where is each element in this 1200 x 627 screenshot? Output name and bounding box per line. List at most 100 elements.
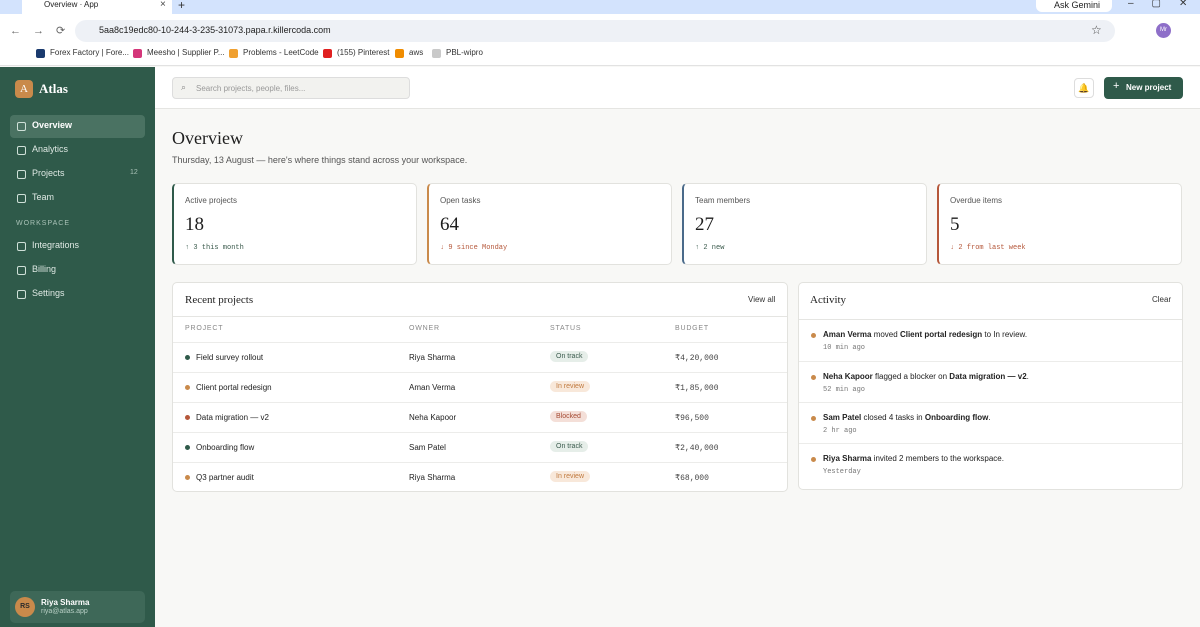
nav-item[interactable]: Analytics — [10, 139, 145, 162]
search-placeholder: Search projects, people, files... — [196, 84, 306, 93]
activity-phrase: . — [988, 413, 991, 422]
nav-label: Projects — [32, 168, 65, 178]
activity-emphasis: Data migration — v2 — [949, 372, 1027, 381]
user-name: Riya Sharma — [41, 598, 90, 607]
ask-gemini[interactable]: Ask Gemini — [1036, 0, 1112, 12]
nav-badge: 12 — [130, 169, 138, 176]
table-row[interactable]: Client portal redesign Aman Verma In revie… — [173, 372, 787, 402]
bookmark-label: Forex Factory | Fore... — [50, 48, 129, 57]
bookmark-label: (155) Pinterest — [337, 48, 390, 57]
new-project-label: New project — [1126, 83, 1172, 92]
status-badge: On track — [550, 441, 589, 452]
page-subtitle: Thursday, 13 August — here's where thing… — [172, 155, 468, 165]
tab-bar — [0, 0, 1200, 14]
activity-phrase: . — [1026, 372, 1029, 381]
tab-title: Overview · App — [44, 0, 99, 9]
activity-emphasis: Riya Sharma — [823, 454, 872, 463]
nav-item[interactable]: Team — [10, 187, 145, 210]
activity-text: Neha Kapoor flagged a blocker on Data mi… — [823, 372, 1029, 381]
stat-label: Open tasks — [440, 196, 481, 205]
new-tab[interactable]: + — [178, 0, 186, 12]
clear-link[interactable]: Clear — [1152, 295, 1172, 304]
avatar: RS — [15, 597, 35, 617]
activity-phrase: moved — [871, 330, 900, 339]
activity-dot — [811, 416, 816, 421]
activity-phrase: invited 2 members to the workspace. — [871, 454, 1004, 463]
activity-item: Neha Kapoor flagged a blocker on Data mi… — [799, 361, 1182, 402]
stat-value: 64 — [440, 214, 459, 235]
brand: Atlas — [39, 81, 68, 96]
status-badge: In review — [550, 381, 591, 392]
nav-label: Integrations — [32, 240, 80, 250]
profile-initials: Mr — [1160, 27, 1167, 33]
nav-icon — [17, 290, 26, 299]
bookmark-star: ☆ — [1091, 23, 1102, 37]
nav-icon — [17, 266, 26, 275]
bookmark-icon — [229, 49, 238, 58]
window-controls: –▢✕ — [1128, 0, 1200, 9]
card-title: Recent projects — [185, 294, 254, 306]
section-label: WORKSPACE — [16, 220, 70, 227]
activity-item: Riya Sharma invited 2 members to the wor… — [799, 443, 1182, 484]
stat-delta: ↑ 2 new — [695, 244, 725, 252]
nav-item[interactable]: Overview — [10, 115, 145, 138]
nav-item[interactable]: Integrations — [10, 235, 145, 258]
stat-card: Overdue items 5 ↓ 2 from last week — [937, 183, 1182, 265]
project-name: Field survey rollout — [196, 353, 264, 362]
user-card[interactable]: RS Riya Sharma riya@atlas.app — [10, 591, 145, 623]
activity-text: Riya Sharma invited 2 members to the wor… — [823, 454, 1004, 463]
divider — [799, 319, 1182, 320]
sidebar: A Atlas Overview Analytics Projects 12 Team WOR… — [0, 67, 155, 627]
status-badge: Blocked — [550, 411, 587, 422]
status-dot — [185, 415, 190, 420]
tab[interactable]: Overview · App × — [22, 0, 172, 14]
stat-card: Active projects 18 ↑ 3 this month — [172, 183, 417, 265]
bookmark-label: Meesho | Supplier P... — [147, 48, 225, 57]
table-row[interactable]: Onboarding flow Sam Patel On track ₹2,40,00… — [173, 432, 787, 462]
search-box[interactable]: ⌕ Search projects, people, files... — [172, 77, 410, 99]
activity-text: Aman Verma moved Client portal redesign … — [823, 330, 1027, 339]
activity-emphasis: Client portal redesign — [899, 330, 983, 339]
bookmark-label: aws — [409, 48, 424, 57]
profile[interactable]: Mr — [1156, 23, 1171, 38]
bookmarks-bar — [0, 44, 1200, 66]
column-header: BUDGET — [675, 325, 709, 332]
activity-item: Aman Verma moved Client portal redesign … — [799, 320, 1182, 361]
new-project-button[interactable]: + New project — [1104, 77, 1183, 99]
activity-time: Yesterday — [823, 468, 861, 476]
bookmark-icon — [323, 49, 332, 58]
divider — [173, 316, 787, 317]
stat-card: Team members 27 ↑ 2 new — [682, 183, 927, 265]
stat-label: Overdue items — [950, 196, 1003, 205]
activity-emphasis: Onboarding flow — [924, 413, 989, 422]
status-dot — [185, 475, 190, 480]
stat-value: 27 — [695, 214, 714, 235]
stat-label: Team members — [695, 196, 751, 205]
activity-dot — [811, 333, 816, 338]
tab-close: × — [160, 0, 166, 10]
column-header: PROJECT — [185, 325, 224, 332]
table-row[interactable]: Data migration — v2 Neha Kapoor Blocked ₹96… — [173, 402, 787, 432]
notifications-button[interactable]: 🔔 — [1074, 78, 1094, 98]
activity-dot — [811, 457, 816, 462]
nav-item[interactable]: Projects 12 — [10, 163, 145, 186]
activity-text: Sam Patel closed 4 tasks in Onboarding f… — [823, 413, 991, 422]
stat-value: 5 — [950, 214, 960, 235]
logo: A — [15, 80, 33, 98]
nav-buttons[interactable]: ←→⟳ — [10, 25, 78, 37]
table-row[interactable]: Q3 partner audit Riya Sharma In review ₹68,… — [173, 462, 787, 492]
status-badge: On track — [550, 351, 589, 362]
project-name: Data migration — v2 — [196, 413, 269, 422]
stat-label: Active projects — [185, 196, 238, 205]
avatar-initials: RS — [20, 603, 30, 610]
address-bar[interactable]: 5aa8c19edc80-10-244-3-235-31073.papa.r.k… — [75, 20, 1115, 42]
nav-item[interactable]: Billing — [10, 259, 145, 282]
owner: Riya Sharma — [409, 473, 456, 482]
view-all-link[interactable]: View all — [748, 295, 776, 304]
stat-card: Open tasks 64 ↓ 9 since Monday — [427, 183, 672, 265]
nav-item[interactable]: Settings — [10, 283, 145, 306]
table-row[interactable]: Field survey rollout Riya Sharma On track ₹… — [173, 342, 787, 372]
nav-label: Billing — [32, 264, 57, 274]
status-dot — [185, 385, 190, 390]
